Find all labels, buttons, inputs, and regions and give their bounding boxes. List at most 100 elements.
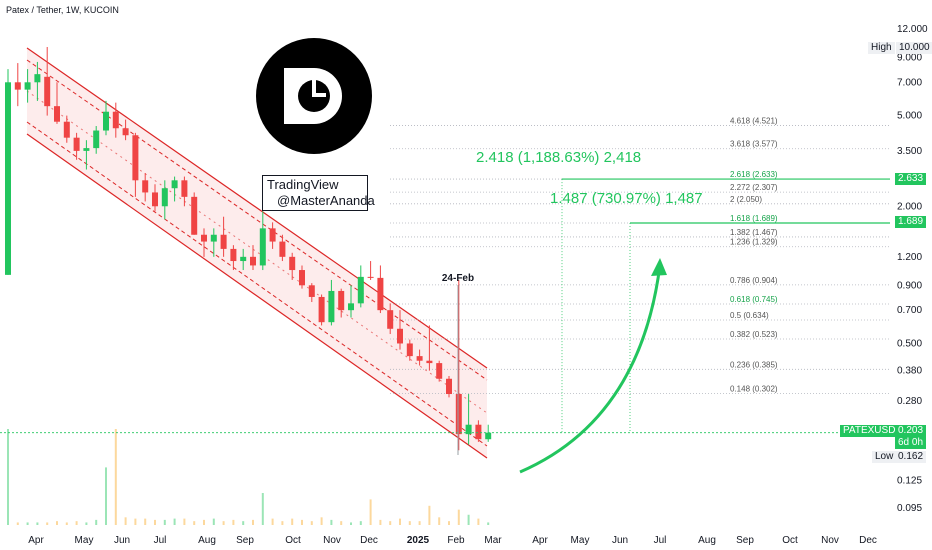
y-tick-label: 5.000 xyxy=(897,111,922,122)
symbol-tag: PATEXUSDT xyxy=(840,425,905,437)
y-tick-label: 0.095 xyxy=(897,503,922,514)
candle-body xyxy=(191,196,198,235)
volume-bar xyxy=(448,521,450,525)
volume-bar xyxy=(291,518,294,525)
high-value: 10.000 xyxy=(896,42,932,54)
chart-title: Patex / Tether, 1W, KUCOIN xyxy=(6,5,119,15)
target1-tag: 2.633 xyxy=(895,173,927,185)
candle-body xyxy=(5,82,11,275)
high-label: High xyxy=(868,42,895,54)
fib-label: 4.618 (4.521) xyxy=(730,117,778,126)
candlesticks xyxy=(5,47,492,451)
volume-bar xyxy=(105,467,107,525)
fib-label: 0.382 (0.523) xyxy=(730,330,778,339)
candle-body xyxy=(181,180,188,197)
volume-bar xyxy=(56,521,58,525)
candle-body xyxy=(377,277,384,311)
candle-body xyxy=(269,228,276,242)
candle-body xyxy=(446,378,452,395)
volume-bar xyxy=(124,517,127,525)
volume-bar xyxy=(144,518,147,525)
volume-bar xyxy=(261,493,264,525)
candle-body xyxy=(24,82,31,90)
fib-label: 2 (2.050) xyxy=(730,195,762,204)
candle-body xyxy=(103,111,109,131)
volume-bar xyxy=(7,429,9,525)
candle-body xyxy=(14,82,21,90)
channel-upper-line xyxy=(26,47,488,369)
x-tick-label: Sep xyxy=(236,535,254,546)
candle-body xyxy=(161,188,168,207)
x-tick-label: Mar xyxy=(484,535,502,546)
volume-bar xyxy=(75,521,78,525)
volume-bar xyxy=(457,509,460,525)
candle-body xyxy=(455,394,462,435)
fib-label: 0.236 (0.385) xyxy=(730,360,778,369)
x-tick-label: May xyxy=(571,535,590,546)
volume-bar xyxy=(438,517,441,525)
fib-label: 1.236 (1.329) xyxy=(730,238,778,247)
candle-body xyxy=(397,328,403,344)
fib-label: 1.382 (1.467) xyxy=(730,228,778,237)
candle-body xyxy=(93,130,100,149)
x-tick-label: Apr xyxy=(28,535,44,546)
x-tick-label: Feb xyxy=(447,535,465,546)
x-tick-label: Dec xyxy=(859,535,877,546)
watermark-box: TradingView @MasterAnanda xyxy=(262,175,375,211)
volume-bar xyxy=(46,522,49,525)
candle-body xyxy=(485,432,492,440)
candle-body xyxy=(63,121,70,138)
y-tick-label: 0.700 xyxy=(897,305,922,316)
volume-bar xyxy=(271,518,274,525)
y-tick-label: 9.000 xyxy=(897,52,922,63)
fib-label: 0.5 (0.634) xyxy=(730,311,769,320)
y-tick-label: 0.500 xyxy=(897,338,922,349)
x-tick-label: Aug xyxy=(698,535,716,546)
candle-body xyxy=(240,256,247,262)
countdown-tag: 6d 0h xyxy=(895,437,927,449)
volume-bar xyxy=(36,522,39,525)
watermark-line2: @MasterAnanda xyxy=(277,193,375,208)
y-tick-label: 0.380 xyxy=(897,366,922,377)
x-tick-label: 2025 xyxy=(407,535,430,546)
candle-body xyxy=(338,290,345,311)
candle-body xyxy=(406,343,413,357)
candle-body xyxy=(387,310,394,329)
projection-arrowhead xyxy=(651,258,667,276)
watermark-line1: TradingView xyxy=(267,177,339,192)
candle-body xyxy=(44,76,51,107)
volume-bar xyxy=(301,519,303,525)
candle-body xyxy=(357,276,364,304)
target-label: 2.418 (1,188.63%) 2,418 xyxy=(476,149,641,166)
volume-bar xyxy=(408,521,411,525)
y-tick-label: 7.000 xyxy=(897,77,922,88)
x-tick-label: Nov xyxy=(821,535,839,546)
channel-lower-line xyxy=(26,133,488,459)
volume-bar xyxy=(242,521,245,525)
volume-bars xyxy=(7,429,490,525)
candle-body xyxy=(112,111,119,129)
x-tick-label: Jun xyxy=(612,535,628,546)
candle-body xyxy=(210,234,217,242)
candle-body xyxy=(250,256,256,266)
candle-body xyxy=(348,303,354,311)
candle-body xyxy=(465,424,472,435)
volume-bar xyxy=(114,429,117,525)
volume-bar xyxy=(369,499,372,525)
candle-body xyxy=(318,296,325,323)
volume-bar xyxy=(418,521,421,525)
candle-body xyxy=(142,180,149,193)
volume-bar xyxy=(428,505,431,525)
candle-body xyxy=(201,234,207,242)
candle-body xyxy=(289,256,296,271)
candle-body xyxy=(132,135,139,181)
low-value: 0.162 xyxy=(895,451,927,463)
volume-bar xyxy=(26,522,29,525)
fib-label: 0.786 (0.904) xyxy=(730,276,778,285)
projection-arrow xyxy=(519,264,662,474)
low-label: Low xyxy=(872,451,897,463)
candle-body xyxy=(367,276,374,278)
axes: 12.00010.0009.0007.0005.0003.5002.0001.2… xyxy=(28,24,928,546)
y-tick-label: 12.000 xyxy=(897,24,928,35)
